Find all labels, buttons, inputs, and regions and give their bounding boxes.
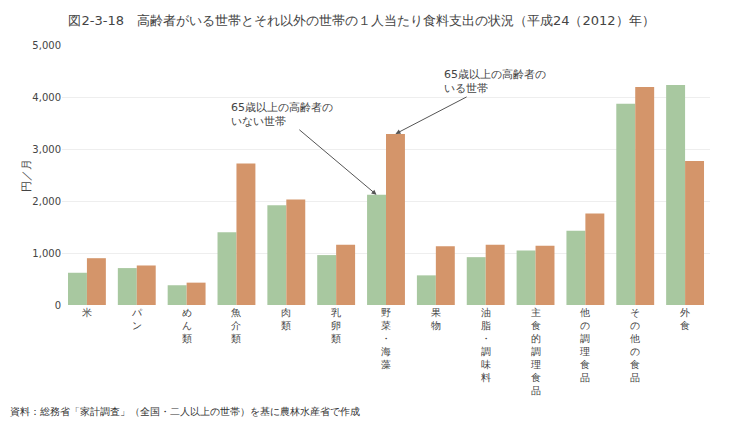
svg-text:その他の食品: その他の食品 [630,307,640,383]
svg-text:油脂・調味料: 油脂・調味料 [481,307,491,383]
svg-text:パン: パン [131,307,143,331]
svg-text:果物: 果物 [431,307,441,331]
svg-text:4,000: 4,000 [32,92,61,103]
svg-text:米: 米 [82,307,92,318]
svg-text:2,000: 2,000 [32,196,61,207]
svg-text:0: 0 [55,300,61,311]
svg-text:65歳以上の高齢者のいない世帯: 65歳以上の高齢者のいない世帯 [231,101,333,128]
svg-text:野菜・海藻: 野菜・海藻 [381,307,391,370]
svg-text:5,000: 5,000 [32,40,61,51]
svg-text:外食: 外食 [680,307,690,331]
svg-text:3,000: 3,000 [32,144,61,155]
svg-text:魚介類: 魚介類 [231,307,241,344]
svg-text:資料：総務省「家計調査」（全国・二人以上の世帯）を基に農林水: 資料：総務省「家計調査」（全国・二人以上の世帯）を基に農林水産省で作成 [10,406,360,417]
svg-text:65歳以上の高齢者のいる世帯: 65歳以上の高齢者のいる世帯 [444,68,546,95]
svg-text:図2-3-18 高齢者がいる世帯とそれ以外の世帯の１人当たり: 図2-3-18 高齢者がいる世帯とそれ以外の世帯の１人当たり食料支出の状況（平成… [68,13,654,28]
svg-text:主食的調理食品: 主食的調理食品 [531,307,541,396]
svg-text:1,000: 1,000 [32,248,61,259]
svg-text:めん類: めん類 [182,307,192,344]
svg-text:肉類: 肉類 [281,307,291,331]
svg-text:他の調理食品: 他の調理食品 [580,307,590,383]
svg-text:乳卵類: 乳卵類 [331,307,341,344]
svg-text:円／月: 円／月 [20,159,33,192]
